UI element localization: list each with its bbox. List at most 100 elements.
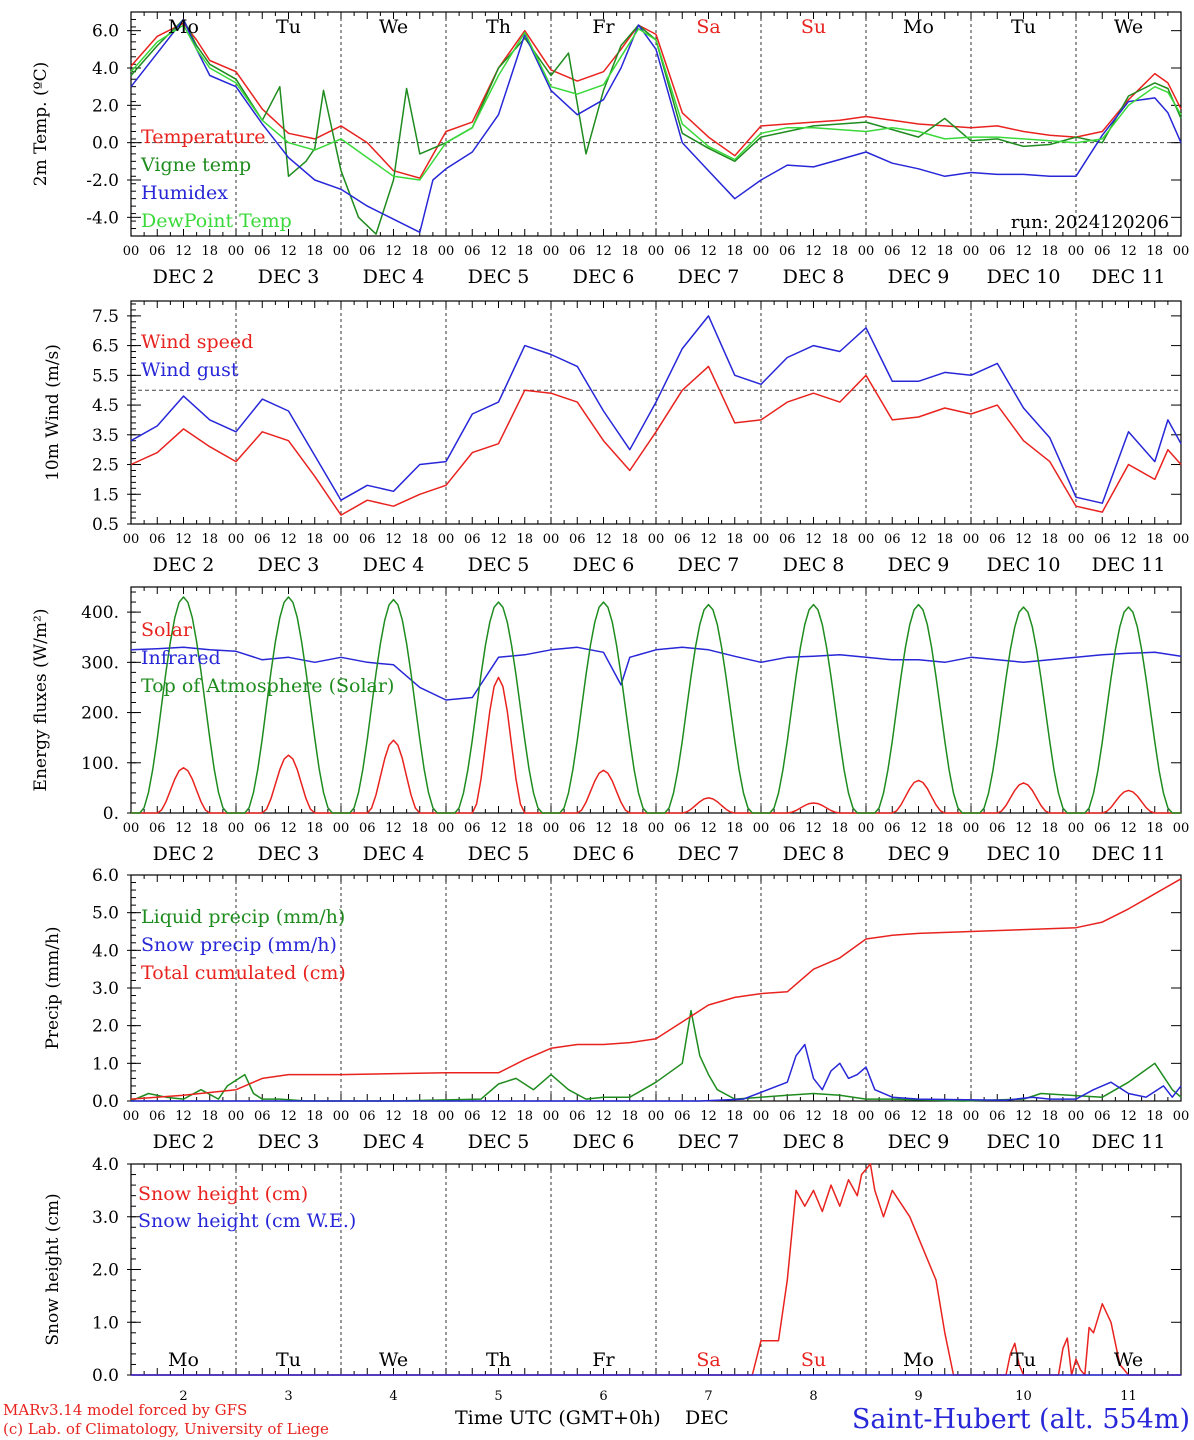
x-hour-label: 00 — [438, 821, 455, 836]
day-label: Fr — [592, 16, 615, 38]
x-hour-label: 18 — [306, 1109, 323, 1124]
day-label: We — [1114, 16, 1143, 38]
x-hour-label: 12 — [175, 532, 192, 547]
y-axis-label: Snow height (cm) — [43, 1193, 63, 1345]
x-hour-label: 06 — [254, 244, 271, 259]
x-hour-label: 18 — [621, 821, 638, 836]
x-hour-label: 18 — [621, 532, 638, 547]
legend-entry: Total cumulated (cm) — [141, 962, 346, 984]
x-hour-label: 12 — [280, 532, 297, 547]
x-hour-label: 00 — [858, 1109, 875, 1124]
y-tick-label: 2.0 — [92, 1261, 119, 1281]
x-hour-label: 06 — [569, 244, 586, 259]
x-hour-label: 06 — [569, 532, 586, 547]
lab-credit: (c) Lab. of Climatology, University of L… — [3, 1420, 329, 1438]
x-hour-label: 18 — [831, 821, 848, 836]
day-number: 11 — [1120, 1389, 1137, 1404]
x-hour-label: 12 — [595, 1109, 612, 1124]
x-hour-label: 06 — [149, 1109, 166, 1124]
x-hour-label: 00 — [438, 1109, 455, 1124]
plot-frame — [130, 300, 1182, 525]
x-date-label: DEC 4 — [363, 266, 425, 288]
x-hour-label: 18 — [411, 821, 428, 836]
x-hour-label: 06 — [254, 532, 271, 547]
x-hour-label: 12 — [385, 1109, 402, 1124]
series-line-2 — [131, 1043, 1182, 1102]
x-hour-label: 00 — [543, 821, 560, 836]
x-hour-label: 12 — [175, 1109, 192, 1124]
x-date-label: DEC 8 — [783, 1131, 845, 1153]
x-date-label: DEC 6 — [573, 1131, 635, 1153]
plot-frame — [130, 11, 1182, 237]
day-label: Mo — [903, 1349, 934, 1371]
x-hour-label: 12 — [700, 532, 717, 547]
day-label: Tu — [276, 1349, 301, 1371]
day-label: We — [379, 1349, 408, 1371]
x-hour-label: 18 — [726, 244, 743, 259]
series-line-3 — [131, 596, 1181, 814]
legend-entry: Wind gust — [141, 359, 239, 381]
x-hour-label: 00 — [333, 1109, 350, 1124]
x-hour-label: 12 — [280, 821, 297, 836]
day-label: Su — [801, 16, 826, 38]
x-hour-label: 00 — [543, 532, 560, 547]
x-hour-label: 06 — [884, 1109, 901, 1124]
x-date-label: DEC 11 — [1092, 843, 1166, 865]
x-hour-label: 18 — [831, 244, 848, 259]
y-axis-label: 2m Temp. (ºC) — [31, 62, 51, 187]
x-hour-label: 12 — [910, 244, 927, 259]
panel-1 — [127, 11, 1182, 237]
x-hour-label: 18 — [411, 532, 428, 547]
x-hour-label: 00 — [858, 532, 875, 547]
day-number: 9 — [914, 1389, 922, 1404]
series-line-2 — [130, 646, 1182, 701]
y-tick-label: 4.0 — [92, 1155, 119, 1175]
x-date-label: DEC 7 — [678, 1131, 740, 1153]
x-hour-label: 06 — [884, 821, 901, 836]
day-label: Mo — [168, 16, 199, 38]
x-hour-label: 06 — [884, 244, 901, 259]
x-hour-label: 18 — [306, 532, 323, 547]
x-hour-label: 06 — [989, 821, 1006, 836]
y-tick-label: 4.5 — [92, 396, 119, 416]
x-date-label: DEC 2 — [153, 1131, 215, 1153]
x-hour-label: 12 — [490, 1109, 507, 1124]
x-hour-label: 06 — [884, 532, 901, 547]
x-hour-label: 18 — [201, 244, 218, 259]
legend-entry: Snow height (cm) — [138, 1183, 308, 1205]
y-tick-label: 3.5 — [92, 426, 119, 446]
x-hour-label: 06 — [989, 1109, 1006, 1124]
series-line-1 — [130, 1009, 1182, 1102]
y-tick-label: 4.0 — [92, 941, 119, 961]
x-hour-label: 06 — [989, 244, 1006, 259]
x-hour-label: 00 — [438, 532, 455, 547]
x-hour-label: 00 — [228, 1109, 245, 1124]
legend-entry: Infrared — [141, 647, 221, 669]
x-date-label: DEC 4 — [363, 1131, 425, 1153]
x-hour-label: 18 — [411, 1109, 428, 1124]
legend-entry: Vigne temp — [140, 154, 251, 176]
x-date-label: DEC 3 — [258, 554, 320, 576]
day-number: 3 — [284, 1389, 292, 1404]
x-hour-label: 12 — [490, 532, 507, 547]
x-hour-label: 00 — [1173, 821, 1190, 836]
day-number: 4 — [389, 1389, 397, 1404]
x-date-label: DEC 8 — [783, 266, 845, 288]
x-date-label: DEC 8 — [783, 554, 845, 576]
x-hour-label: 06 — [779, 532, 796, 547]
x-hour-label: 06 — [464, 821, 481, 836]
x-hour-label: 18 — [936, 244, 953, 259]
y-tick-label: 2.0 — [92, 96, 119, 116]
x-hour-label: 12 — [1015, 532, 1032, 547]
x-hour-label: 12 — [595, 821, 612, 836]
x-hour-label: 18 — [201, 821, 218, 836]
y-tick-label: 2.5 — [92, 456, 119, 476]
x-hour-label: 12 — [700, 244, 717, 259]
x-date-label: DEC 4 — [363, 843, 425, 865]
x-hour-label: 06 — [359, 821, 376, 836]
day-label: Th — [486, 1349, 511, 1371]
x-hour-label: 00 — [543, 1109, 560, 1124]
x-hour-label: 06 — [464, 244, 481, 259]
x-hour-label: 00 — [963, 532, 980, 547]
